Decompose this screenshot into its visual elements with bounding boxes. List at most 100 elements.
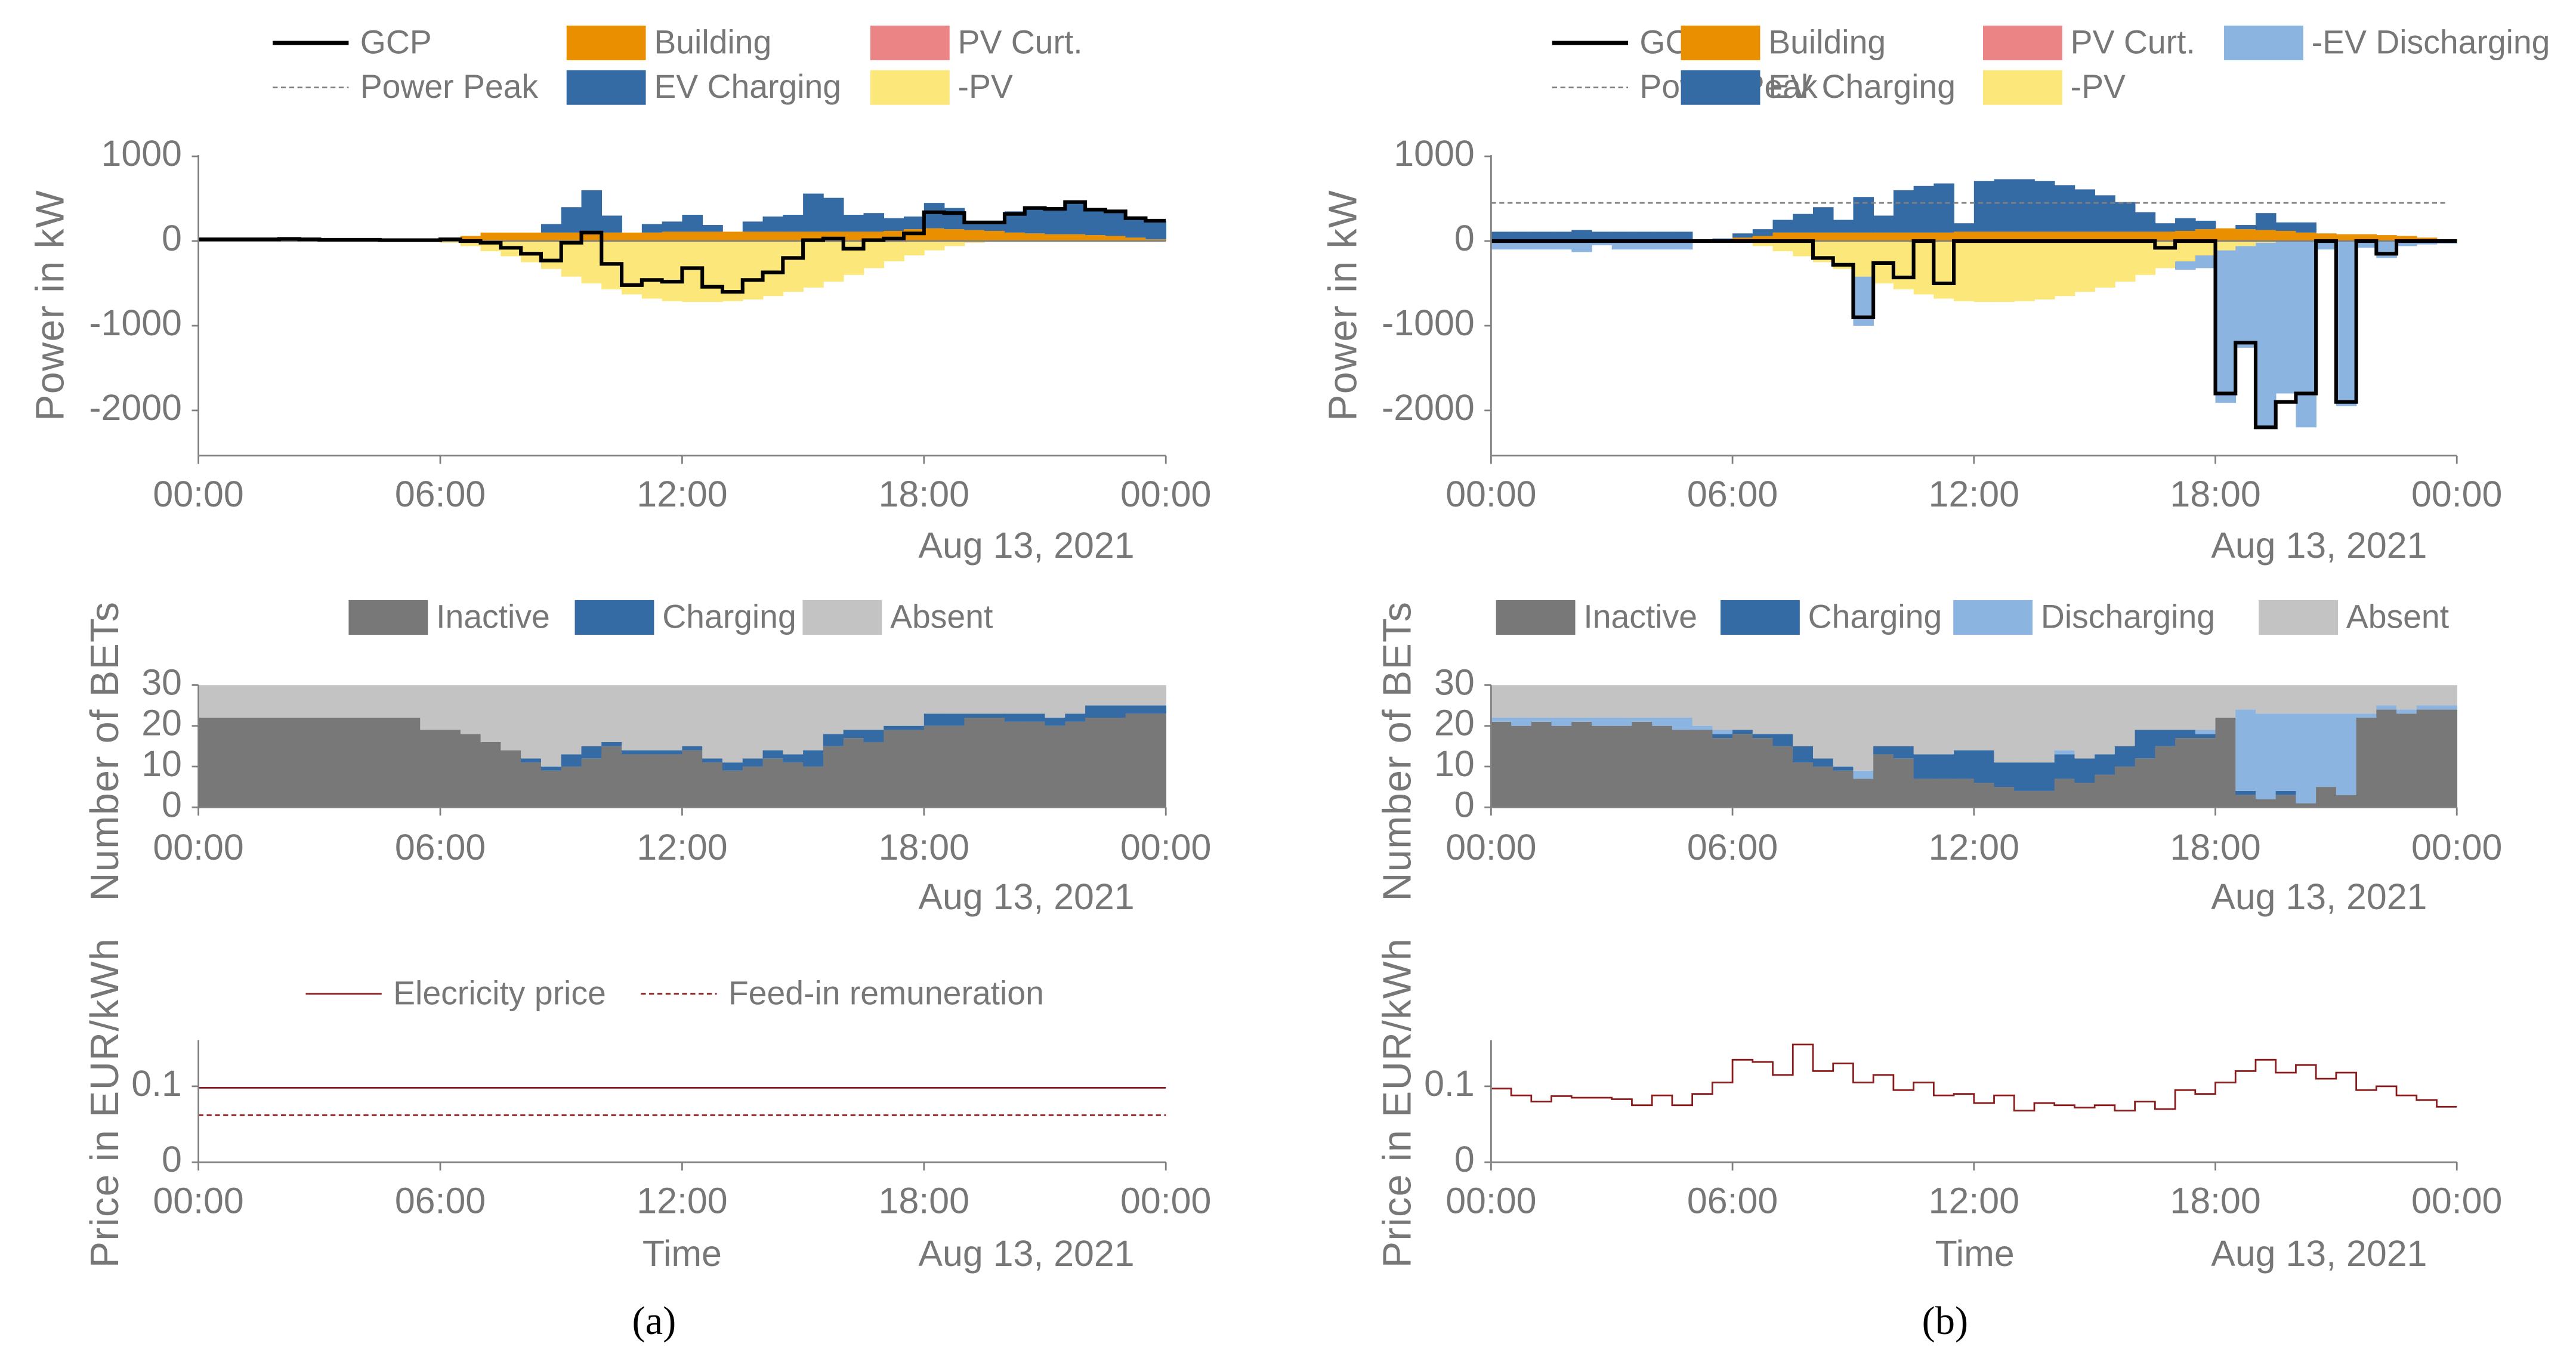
inactive-bar bbox=[702, 762, 723, 808]
y-tick-label: 0.1 bbox=[1424, 1063, 1475, 1104]
absent-bar bbox=[1772, 685, 1794, 734]
charging-bar bbox=[2074, 758, 2095, 783]
building-bar bbox=[1752, 236, 1774, 242]
building-bar bbox=[1065, 234, 1086, 242]
inactive-bar bbox=[521, 762, 542, 808]
ev-discharging-bar bbox=[1632, 241, 1653, 250]
absent-bar bbox=[319, 685, 340, 718]
legend-swatch-icon bbox=[2224, 25, 2303, 61]
pv-bar bbox=[2014, 241, 2035, 301]
x-tick-label: 06:00 bbox=[1687, 827, 1778, 867]
building-bar bbox=[521, 232, 542, 242]
ev-charging-bar bbox=[2235, 225, 2256, 230]
inactive-bar bbox=[2396, 714, 2417, 808]
inactive-bar bbox=[581, 758, 603, 808]
building-bar bbox=[2396, 236, 2417, 242]
inactive-bar bbox=[984, 718, 1005, 808]
building-bar bbox=[2054, 231, 2075, 242]
inactive-bar bbox=[1873, 754, 1894, 808]
pv-bar bbox=[1893, 241, 1914, 289]
inactive-bar bbox=[2114, 766, 2136, 808]
inactive-bar bbox=[1752, 738, 1774, 808]
absent-bar bbox=[2034, 685, 2055, 763]
inactive-bar bbox=[2376, 709, 2397, 808]
inactive-bar bbox=[1793, 762, 1814, 808]
building-bar bbox=[843, 231, 864, 242]
ev-charging-bar bbox=[2054, 185, 2075, 232]
ev-discharging-bar bbox=[2215, 250, 2237, 403]
ev-charging-bar bbox=[2175, 218, 2196, 231]
building-bar bbox=[762, 231, 784, 242]
pv-bar bbox=[641, 241, 663, 299]
inactive-bar bbox=[2074, 783, 2095, 808]
y-axis-label: Number of BETs bbox=[83, 601, 127, 901]
charging-bar bbox=[803, 750, 824, 767]
building-bar bbox=[1085, 235, 1106, 242]
absent-bar bbox=[1551, 685, 1573, 718]
building-bar bbox=[1913, 232, 1935, 242]
charging-bar bbox=[2275, 790, 2297, 795]
x-tick-label: 00:00 bbox=[153, 474, 243, 514]
building-bar bbox=[2275, 230, 2297, 242]
inactive-bar bbox=[622, 754, 643, 808]
building-bar bbox=[742, 231, 764, 242]
legend-label: Building bbox=[1768, 23, 1886, 60]
inactive-bar bbox=[420, 730, 441, 808]
y-tick-label: 0 bbox=[162, 784, 182, 824]
charging-bar bbox=[682, 746, 703, 751]
charging-bar bbox=[581, 746, 603, 759]
building-bar bbox=[964, 230, 985, 242]
building-bar bbox=[984, 230, 1005, 242]
date-label: Aug 13, 2021 bbox=[2211, 1233, 2427, 1274]
inactive-bar bbox=[843, 738, 864, 808]
pv-bar bbox=[964, 241, 985, 243]
ev-charging-bar bbox=[1812, 207, 1834, 233]
building-bar bbox=[1024, 233, 1046, 242]
discharging-bar bbox=[2195, 730, 2216, 734]
building-bar bbox=[2356, 234, 2377, 242]
inactive-bar bbox=[1004, 721, 1026, 808]
building-bar bbox=[2135, 231, 2156, 242]
x-tick-label: 18:00 bbox=[2170, 1180, 2260, 1221]
ev-charging-bar bbox=[702, 225, 723, 232]
pv-bar bbox=[904, 241, 925, 256]
y-tick-label: 20 bbox=[1434, 703, 1475, 743]
x-tick-label: 12:00 bbox=[637, 474, 727, 514]
legend-label: PV Curt. bbox=[2071, 23, 2195, 60]
charging-bar bbox=[2114, 746, 2136, 767]
inactive-bar bbox=[1853, 779, 1874, 808]
inactive-bar bbox=[218, 718, 239, 808]
charging-bar bbox=[1125, 705, 1147, 714]
absent-bar bbox=[702, 685, 723, 759]
pv-bar bbox=[2175, 241, 2196, 262]
legend-label: EV Charging bbox=[1768, 68, 1956, 105]
x-tick-label: 00:00 bbox=[1120, 827, 1211, 867]
building-bar bbox=[1933, 232, 1954, 242]
inactive-bar bbox=[1672, 730, 1693, 808]
x-tick-label: 12:00 bbox=[637, 1180, 727, 1221]
building-bar bbox=[1793, 232, 1814, 242]
charging-bar bbox=[904, 725, 925, 730]
building-bar bbox=[622, 232, 643, 242]
legend-label: Charging bbox=[1808, 598, 1942, 635]
legend-swatch-icon bbox=[566, 70, 646, 105]
inactive-bar bbox=[540, 770, 562, 808]
discharging-bar bbox=[1692, 725, 1713, 730]
charging-bar bbox=[1105, 705, 1126, 718]
inactive-bar bbox=[1024, 721, 1046, 808]
ev-charging-bar bbox=[1125, 218, 1147, 238]
legend-item: Elecricity price bbox=[305, 974, 606, 1011]
charging-bar bbox=[742, 758, 764, 767]
absent-bar bbox=[622, 685, 643, 751]
legend-item: EV Charging bbox=[1681, 68, 1956, 105]
discharging-bar bbox=[2275, 714, 2297, 791]
charging-bar bbox=[622, 750, 643, 755]
absent-bar bbox=[501, 685, 521, 751]
ev-charging-bar bbox=[1772, 220, 1794, 233]
absent-bar bbox=[2114, 685, 2136, 746]
charging-bar bbox=[843, 730, 864, 739]
legend-item: Charging bbox=[1721, 598, 1942, 635]
discharging-bar bbox=[1672, 718, 1693, 730]
building-bar bbox=[2074, 231, 2095, 242]
ev-charging-bar bbox=[1833, 220, 1854, 233]
